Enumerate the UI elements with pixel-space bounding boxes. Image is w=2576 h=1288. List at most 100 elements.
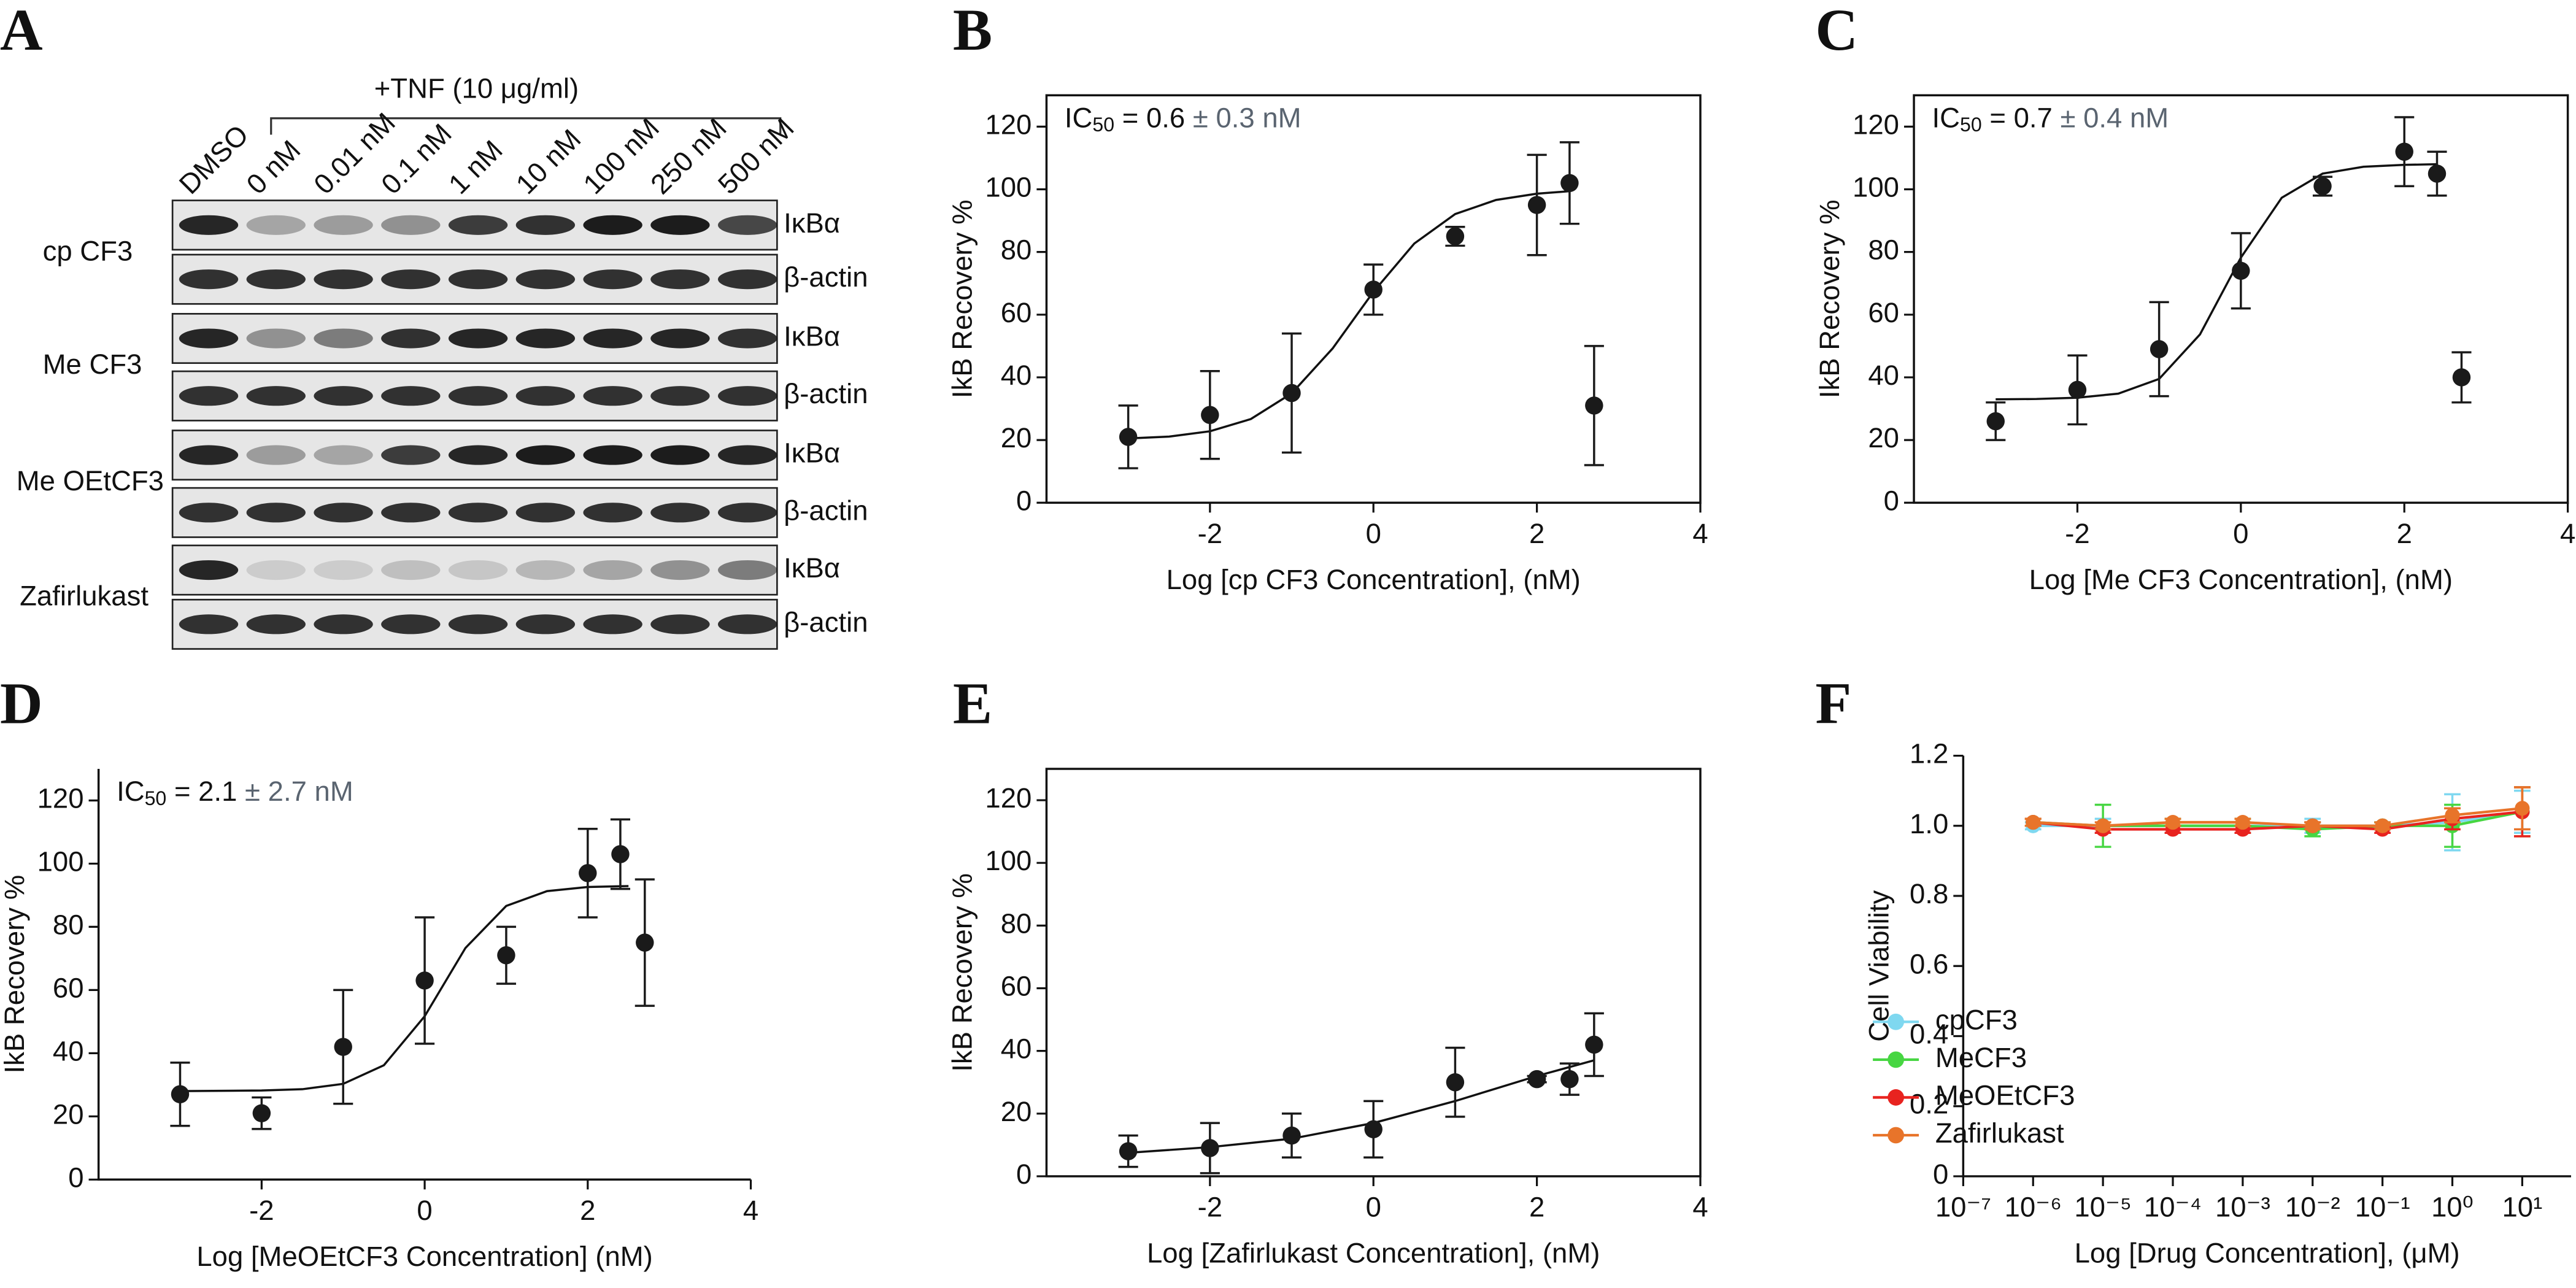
band [381, 614, 441, 634]
band [448, 445, 508, 465]
band [314, 445, 373, 465]
band [381, 328, 441, 349]
point [171, 1085, 190, 1104]
y-tick-label: 60 [1001, 297, 1032, 328]
y-tick-label: 20 [1001, 1096, 1032, 1127]
band [381, 386, 441, 406]
y-axis-label: IkB Recovery % [947, 199, 978, 398]
band [314, 215, 373, 235]
series-line [2033, 807, 2523, 827]
point [1446, 1073, 1465, 1092]
y-axis-label: IkB Recovery % [0, 875, 30, 1074]
row-label: Zafirlukast [20, 580, 148, 612]
band-label: IκBα [784, 552, 840, 584]
band-label: IκBα [784, 438, 840, 469]
point [2165, 815, 2181, 830]
y-tick-label: 120 [37, 782, 84, 814]
y-tick-label: 0.2 [1910, 1089, 1948, 1120]
point [2515, 801, 2530, 816]
lane-label: 100 nM [577, 112, 665, 200]
y-tick-label: 1.0 [1910, 808, 1948, 839]
lane-label: 10 nM [510, 123, 587, 200]
x-tick-label: 10⁰ [2431, 1192, 2474, 1223]
point [1585, 396, 1603, 415]
point [1585, 1035, 1603, 1054]
point [1527, 196, 1546, 214]
band [246, 328, 306, 349]
band [650, 503, 710, 523]
y-tick-label: 0 [68, 1162, 83, 1193]
ic-error: ± 0.4 nM [2053, 102, 2169, 133]
band [381, 445, 441, 465]
panel-label: A [0, 0, 43, 63]
x-tick-label: 10⁻⁴ [2144, 1192, 2202, 1223]
point [415, 971, 434, 990]
y-tick-label: 100 [37, 846, 84, 877]
band [381, 560, 441, 580]
y-tick-label: 100 [1853, 172, 1899, 203]
y-tick-label: 1.2 [1910, 738, 1948, 769]
band [650, 386, 710, 406]
y-tick-label: 80 [1868, 234, 1899, 266]
band [246, 503, 306, 523]
point [2150, 340, 2169, 358]
point [2395, 142, 2413, 161]
band [448, 503, 508, 523]
band [314, 269, 373, 290]
panel-label: B [953, 0, 992, 63]
x-tick-label: 2 [580, 1195, 595, 1226]
point [1986, 412, 2005, 431]
band [583, 269, 642, 290]
point [1282, 384, 1301, 403]
band-label: β-actin [784, 606, 868, 638]
band [650, 445, 710, 465]
point [1446, 227, 1465, 245]
y-tick-label: 0 [1884, 485, 1899, 516]
point [2375, 818, 2390, 833]
y-tick-label: 20 [53, 1098, 84, 1130]
lane-label: 500 nM [712, 112, 800, 200]
ic-value: = 0.7 [1982, 102, 2053, 133]
ic-error: ± 2.7 nM [237, 776, 353, 807]
band [246, 445, 306, 465]
band [515, 614, 576, 634]
band [717, 560, 777, 580]
band [448, 560, 508, 580]
x-tick-label: 0 [1366, 518, 1381, 549]
x-tick-label: 4 [743, 1195, 758, 1226]
ic-prefix: IC [1932, 102, 1961, 133]
y-tick-label: 0.6 [1910, 948, 1948, 979]
band [314, 560, 373, 580]
annotation: IC50 = 0.6 ± 0.3 nM [1065, 102, 1301, 136]
x-tick-label: 4 [1692, 518, 1708, 549]
ic-sub: 50 [1960, 114, 1982, 136]
ic-prefix: IC [1065, 102, 1093, 133]
band [717, 614, 777, 634]
point [1560, 174, 1579, 193]
x-tick-label: 4 [1692, 1192, 1708, 1223]
row-label: cp CF3 [43, 235, 133, 266]
x-tick-label: 2 [1529, 518, 1544, 549]
band [583, 215, 642, 235]
band [246, 614, 306, 634]
x-axis-label: Log [Me CF3 Concentration], (nM) [2029, 564, 2453, 595]
band [246, 386, 306, 406]
band [583, 503, 642, 523]
lane-label: DMSO [173, 119, 255, 201]
x-axis-label: Log [Zafirlukast Concentration], (nM) [1147, 1237, 1600, 1268]
band [717, 328, 777, 349]
point [1364, 280, 1382, 299]
point [1119, 1142, 1138, 1160]
legend-marker [1888, 1127, 1904, 1144]
band [179, 614, 239, 634]
band [246, 269, 306, 290]
legend-label: cpCF3 [1935, 1004, 2018, 1035]
point [2445, 808, 2460, 823]
bracket [270, 117, 782, 135]
y-tick-label: 0.4 [1910, 1018, 1948, 1049]
band [717, 386, 777, 406]
band [314, 386, 373, 406]
band [717, 269, 777, 290]
row-label: Me OEtCF3 [17, 465, 164, 496]
y-tick-label: 120 [985, 109, 1032, 140]
